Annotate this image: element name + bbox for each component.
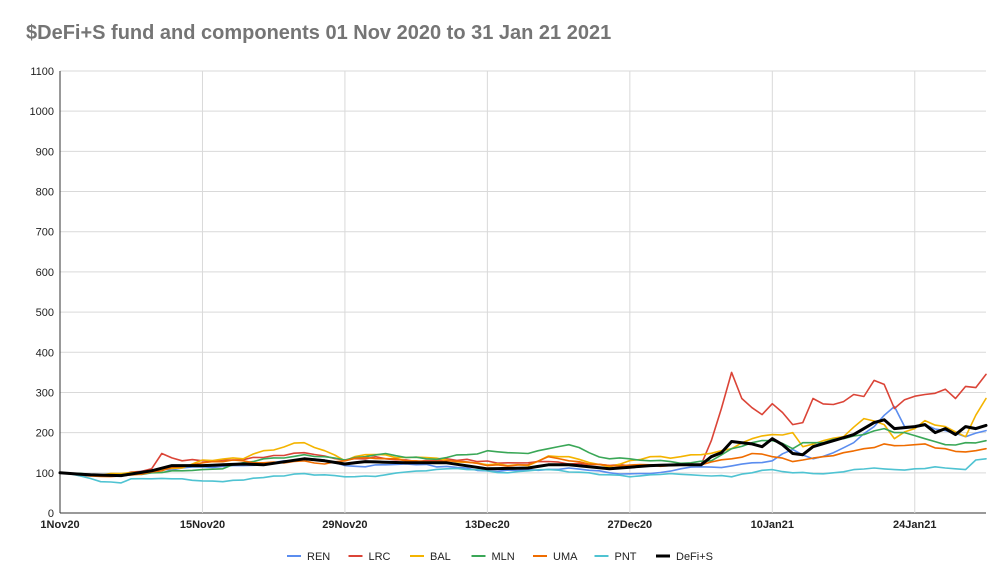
legend-label-bal: BAL [430, 551, 451, 563]
y-tick-label: 200 [36, 428, 54, 440]
x-tick-label: 24Jan21 [893, 519, 936, 531]
y-tick-label: 1100 [30, 66, 54, 78]
legend-label-mln: MLN [492, 551, 515, 563]
legend-label-lrc: LRC [369, 551, 391, 563]
legend-label-uma: UMA [553, 551, 578, 563]
y-tick-label: 100 [36, 468, 54, 480]
y-tick-label: 500 [36, 307, 54, 319]
series-line-ren [59, 405, 987, 477]
y-tick-label: 800 [36, 187, 54, 199]
y-tick-label: 400 [36, 347, 54, 359]
series-line-defi-s [58, 418, 988, 478]
y-tick-label: 1000 [30, 106, 54, 118]
y-tick-label: 900 [36, 146, 54, 158]
y-tick-label: 600 [36, 267, 54, 279]
legend-label-pnt: PNT [615, 551, 637, 563]
y-tick-label: 300 [36, 387, 54, 399]
y-tick-label: 0 [48, 508, 54, 520]
series-line-lrc [59, 371, 987, 477]
legend-label-ren: REN [307, 551, 330, 563]
x-tick-label: 13Dec20 [465, 519, 510, 531]
x-tick-label: 29Nov20 [322, 519, 367, 531]
x-tick-label: 10Jan21 [751, 519, 794, 531]
series-line-uma [59, 443, 987, 478]
y-tick-label: 700 [36, 227, 54, 239]
legend-label-defi-s: DeFi+S [676, 551, 713, 563]
x-tick-label: 27Dec20 [608, 519, 653, 531]
chart-title: $DeFi+S fund and components 01 Nov 2020 … [26, 22, 612, 44]
x-tick-label: 15Nov20 [180, 519, 225, 531]
series-line-pnt [59, 458, 987, 484]
x-tick-label: 1Nov20 [40, 519, 79, 531]
